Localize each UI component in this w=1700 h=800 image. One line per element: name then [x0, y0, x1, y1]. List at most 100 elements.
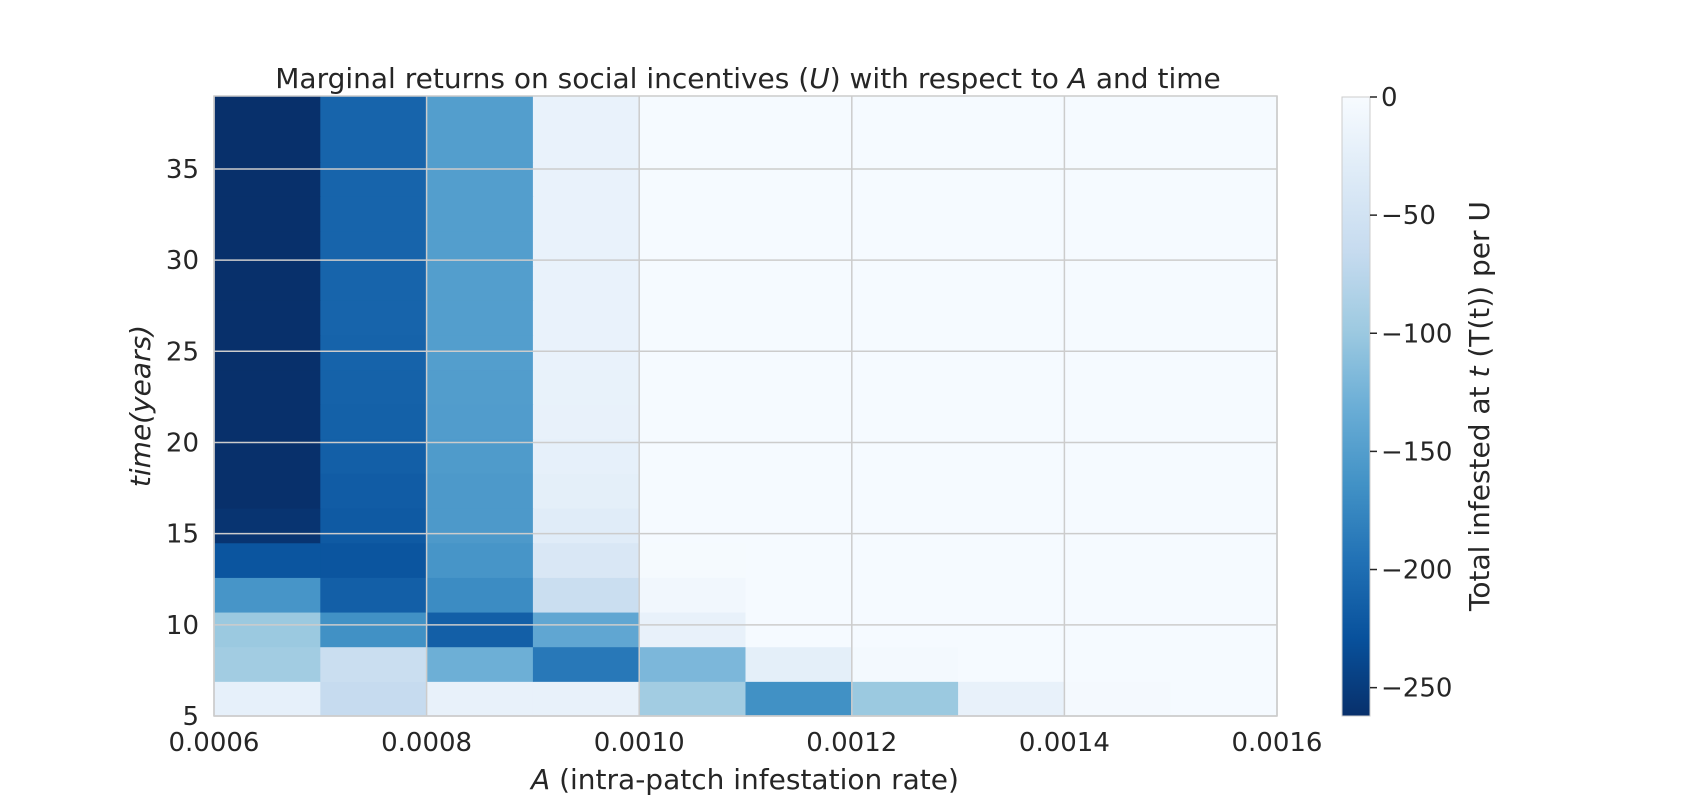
- heatmap-cell: [320, 473, 428, 509]
- y-tick-labels: 5 10 15 20 25 30 35: [166, 155, 199, 732]
- heatmap-cell: [214, 127, 321, 163]
- heatmap-cell: [532, 681, 640, 717]
- heatmap-cell: [1064, 438, 1172, 474]
- heatmap-cell: [426, 438, 534, 474]
- heatmap-cell: [851, 265, 959, 301]
- heatmap-cell: [851, 577, 959, 613]
- heatmap-cell: [1064, 473, 1172, 509]
- heatmap-cell: [1170, 473, 1278, 509]
- heatmap-cell: [851, 681, 959, 717]
- y-tick-label: 20: [166, 428, 199, 458]
- x-tick-label: 0.0010: [594, 728, 685, 758]
- heatmap-cell: [958, 127, 1065, 163]
- heatmap-cell: [1170, 612, 1278, 648]
- heatmap-cell: [1170, 127, 1278, 163]
- heatmap-cell: [1170, 404, 1278, 440]
- colorbar-label: Total infested at t (T(t)) per U: [1463, 201, 1496, 612]
- colorbar: [1341, 96, 1371, 717]
- x-tick-label: 0.0014: [1019, 728, 1110, 758]
- heatmap-cell: [214, 196, 321, 232]
- heatmap-cell: [851, 612, 959, 648]
- heatmap-cell: [639, 96, 746, 128]
- heatmap-cell: [320, 369, 428, 405]
- heatmap-cell: [1170, 300, 1278, 336]
- heatmap-cell: [426, 265, 534, 301]
- heatmap-cell: [958, 96, 1065, 128]
- heatmap-cell: [320, 508, 428, 544]
- heatmap-cell: [745, 438, 853, 474]
- heatmap-cell: [1170, 369, 1278, 405]
- heatmap-cell: [214, 369, 321, 405]
- heatmap-cell: [426, 161, 534, 197]
- heatmap-cell: [1170, 438, 1278, 474]
- heatmap-cell: [532, 334, 640, 371]
- heatmap-cell: [1170, 646, 1278, 682]
- x-tick-label: 0.0016: [1232, 728, 1323, 758]
- heatmap-cells: [214, 96, 1278, 717]
- heatmap-cell: [426, 369, 534, 405]
- y-tick-label: 35: [166, 155, 199, 185]
- heatmap-cell: [532, 196, 640, 232]
- heatmap-cell: [426, 681, 534, 717]
- heatmap-cell: [1170, 196, 1278, 232]
- heatmap-cell: [1170, 542, 1278, 578]
- heatmap-cell: [532, 612, 640, 648]
- heatmap-cell: [214, 161, 321, 197]
- heatmap-cell: [532, 369, 640, 405]
- heatmap-cell: [745, 404, 853, 440]
- heatmap-cell: [958, 265, 1065, 301]
- heatmap-cell: [745, 612, 853, 648]
- y-axis-label: time(years): [124, 325, 157, 487]
- heatmap-cell: [958, 646, 1065, 682]
- heatmap-cell: [1064, 161, 1172, 197]
- heatmap-cell: [320, 161, 428, 197]
- heatmap-cell: [1064, 646, 1172, 682]
- heatmap-cell: [214, 681, 321, 717]
- heatmap-cell: [1064, 577, 1172, 613]
- heatmap-cell: [214, 646, 321, 682]
- heatmap-cell: [745, 127, 853, 163]
- heatmap-cell: [320, 438, 428, 474]
- heatmap-cell: [214, 577, 321, 613]
- heatmap-cell: [320, 96, 428, 128]
- heatmap-cell: [958, 612, 1065, 648]
- heatmap-cell: [1064, 369, 1172, 405]
- heatmap-cell: [745, 334, 853, 371]
- heatmap-cell: [851, 542, 959, 578]
- heatmap-cell: [214, 473, 321, 509]
- heatmap-cell: [426, 508, 534, 544]
- heatmap-cell: [639, 334, 746, 371]
- heatmap-cell: [958, 334, 1065, 371]
- heatmap-cell: [958, 681, 1065, 717]
- chart-title: Marginal returns on social incentives (U…: [275, 62, 1220, 95]
- heatmap-cell: [851, 196, 959, 232]
- heatmap-cell: [532, 300, 640, 336]
- heatmap-cell: [214, 404, 321, 440]
- heatmap-cell: [958, 438, 1065, 474]
- heatmap-cell: [745, 161, 853, 197]
- heatmap-cell: [532, 508, 640, 544]
- y-tick-label: 30: [166, 246, 199, 276]
- heatmap-cell: [320, 334, 428, 371]
- heatmap-cell: [745, 96, 853, 128]
- y-tick-label: 10: [166, 611, 199, 641]
- heatmap-cell: [639, 265, 746, 301]
- heatmap-cell: [851, 161, 959, 197]
- heatmap-cell: [214, 334, 321, 371]
- colorbar-ticks: 0 −50 −100 −150 −200 −250: [1370, 83, 1452, 704]
- heatmap-cell: [1064, 127, 1172, 163]
- heatmap-cell: [532, 404, 640, 440]
- heatmap-cell: [214, 300, 321, 336]
- heatmap-cell: [1170, 96, 1278, 128]
- heatmap-cell: [851, 404, 959, 440]
- colorbar-tick-label: −200: [1381, 556, 1452, 586]
- heatmap-cell: [1170, 161, 1278, 197]
- heatmap-cell: [426, 127, 534, 163]
- y-tick-label: 25: [166, 337, 199, 367]
- heatmap-cell: [639, 196, 746, 232]
- heatmap-cell: [320, 646, 428, 682]
- heatmap-cell: [426, 404, 534, 440]
- x-tick-labels: 0.0006 0.0008 0.0010 0.0012 0.0014 0.0016: [169, 728, 1323, 758]
- heatmap-cell: [639, 577, 746, 613]
